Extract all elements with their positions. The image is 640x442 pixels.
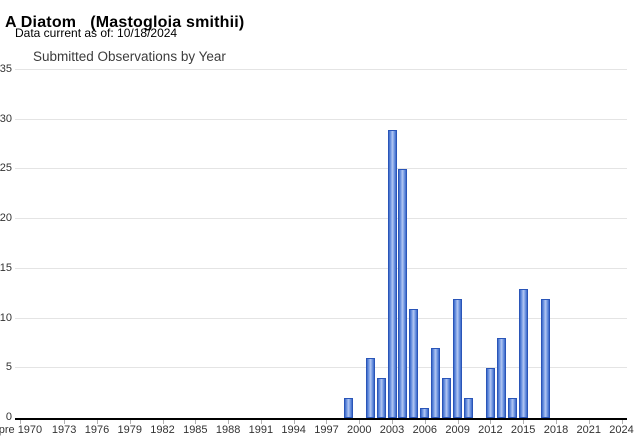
x-tick-2012 bbox=[490, 420, 492, 424]
bar-2013[interactable] bbox=[496, 338, 506, 418]
bar-2012[interactable] bbox=[485, 368, 495, 418]
x-tick-1979 bbox=[129, 420, 131, 424]
x-tick-label-1994: 1994 bbox=[281, 424, 306, 436]
y-tick-label-25: 25 bbox=[0, 162, 12, 175]
bar-2004[interactable] bbox=[398, 169, 408, 418]
gridline-y-5 bbox=[15, 367, 627, 369]
x-tick-label-1976: 1976 bbox=[84, 424, 110, 436]
x-tick-1985 bbox=[195, 420, 197, 424]
x-tick-label-1979: 1979 bbox=[117, 424, 142, 436]
x-tick-1991 bbox=[260, 420, 262, 424]
y-tick-label-30: 30 bbox=[0, 112, 12, 125]
bar-2010[interactable] bbox=[464, 398, 474, 418]
plot-area: 0 5 10 15 20 25 30 35 pre 1970 1973 1976 1979 1982 19… bbox=[0, 63, 634, 436]
chart-title: Submitted Observations by Year bbox=[33, 49, 226, 64]
bar-2014[interactable] bbox=[507, 398, 517, 418]
page-title: A Diatom (Mastogloia smithii) bbox=[5, 14, 244, 32]
y-tick-label-15: 15 bbox=[0, 261, 12, 274]
x-axis-line bbox=[15, 418, 627, 420]
x-tick-label-1982: 1982 bbox=[150, 424, 175, 436]
x-tick-label-1973: 1973 bbox=[51, 424, 77, 436]
bar-2007[interactable] bbox=[431, 348, 441, 418]
bar-2005[interactable] bbox=[409, 308, 419, 418]
x-tick-2024 bbox=[621, 420, 623, 424]
y-tick-label-20: 20 bbox=[0, 212, 12, 225]
x-tick-label-1988: 1988 bbox=[215, 424, 241, 436]
gridline-y-25 bbox=[15, 168, 627, 170]
x-tick-1988 bbox=[228, 420, 230, 424]
x-tick-pre-1970 bbox=[20, 420, 22, 424]
x-tick-label-2009: 2009 bbox=[445, 424, 470, 436]
gridline-y-15 bbox=[15, 267, 627, 269]
x-tick-label-1985: 1985 bbox=[183, 424, 208, 436]
x-tick-label-2006: 2006 bbox=[412, 424, 438, 436]
bar-2002[interactable] bbox=[376, 378, 386, 418]
x-tick-1982 bbox=[162, 420, 164, 424]
bar-2001[interactable] bbox=[365, 358, 375, 418]
bar-2008[interactable] bbox=[442, 378, 452, 418]
y-tick-label-35: 35 bbox=[0, 63, 12, 75]
gridline-y-35 bbox=[15, 69, 627, 70]
x-tick-label-2021: 2021 bbox=[576, 424, 601, 436]
x-tick-label-1991: 1991 bbox=[248, 424, 274, 436]
bar-2003[interactable] bbox=[387, 129, 397, 418]
gridline-y-20 bbox=[15, 218, 627, 220]
x-tick-label-2012: 2012 bbox=[478, 424, 503, 436]
x-tick-label-2024: 2024 bbox=[609, 424, 634, 436]
x-tick-label-2018: 2018 bbox=[543, 424, 569, 436]
x-tick-label-2000: 2000 bbox=[347, 424, 372, 436]
x-tick-2009 bbox=[457, 420, 459, 424]
x-tick-1976 bbox=[96, 420, 98, 424]
y-tick-label-0: 0 bbox=[5, 411, 12, 423]
x-tick-1997 bbox=[326, 420, 328, 424]
common-name: A Diatom bbox=[5, 13, 77, 31]
x-tick-2006 bbox=[424, 420, 426, 424]
x-tick-label-1997: 1997 bbox=[314, 424, 339, 436]
x-tick-2003 bbox=[392, 420, 394, 424]
x-tick-2021 bbox=[588, 420, 590, 424]
bar-2015[interactable] bbox=[518, 288, 528, 418]
gridline-y-30 bbox=[15, 118, 627, 120]
data-current-note: Data current as of: 10/18/2024 bbox=[15, 26, 178, 40]
x-tick-label-pre-1970: pre 1970 bbox=[0, 424, 43, 436]
bar-2009[interactable] bbox=[453, 298, 463, 418]
bar-1999[interactable] bbox=[343, 398, 353, 418]
x-tick-label-2015: 2015 bbox=[510, 424, 536, 436]
x-tick-1994 bbox=[293, 420, 295, 424]
scientific-name: (Mastogloia smithii) bbox=[90, 13, 245, 31]
gridline-y-10 bbox=[15, 317, 627, 319]
x-tick-label-2003: 2003 bbox=[379, 424, 405, 436]
bar-2006[interactable] bbox=[420, 408, 430, 418]
x-tick-2015 bbox=[523, 420, 525, 424]
y-tick-label-10: 10 bbox=[0, 311, 12, 324]
x-tick-1973 bbox=[64, 420, 66, 424]
x-tick-2018 bbox=[555, 420, 557, 424]
bar-2017[interactable] bbox=[540, 298, 550, 418]
x-tick-2000 bbox=[359, 420, 361, 424]
y-tick-label-5: 5 bbox=[5, 361, 12, 374]
